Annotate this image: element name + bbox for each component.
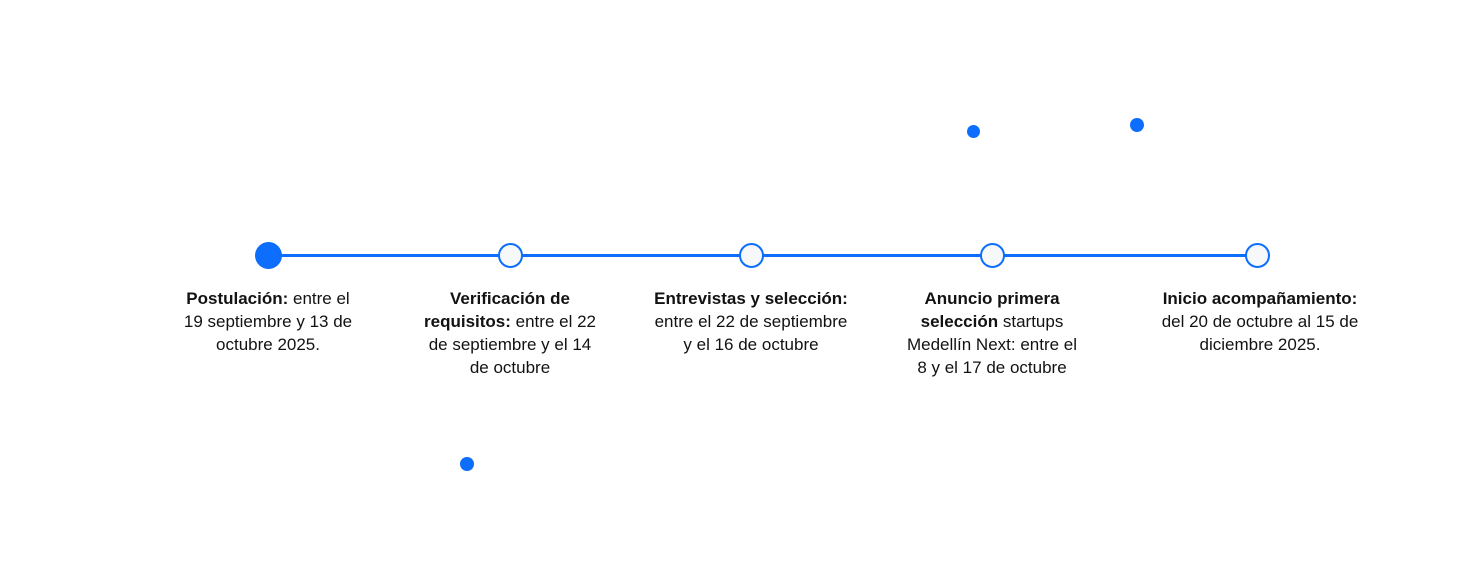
milestone-detail: 8 y el 17 de octubre bbox=[917, 358, 1067, 377]
label-line: 19 septiembre y 13 de bbox=[153, 310, 383, 333]
milestone-detail: octubre 2025. bbox=[216, 335, 320, 354]
milestone-title: Verificación de bbox=[450, 289, 570, 308]
milestone-detail: de septiembre y el 14 bbox=[428, 335, 592, 354]
milestone-detail: Medellín Next: entre el bbox=[906, 335, 1078, 354]
label-line: octubre 2025. bbox=[153, 333, 383, 356]
milestone-title: Entrevistas y selección: bbox=[654, 289, 848, 308]
timeline-node-verificacion-requisitos bbox=[497, 242, 523, 268]
milestone-label-postulacion: Postulación: entre el 19 septiembre y 13… bbox=[153, 287, 383, 356]
label-line: de octubre bbox=[395, 356, 625, 379]
label-line: Inicio acompañamiento: bbox=[1145, 287, 1375, 310]
label-line: del 20 de octubre al 15 de bbox=[1145, 310, 1375, 333]
milestone-title: Anuncio primera bbox=[924, 289, 1060, 308]
label-line: 8 y el 17 de octubre bbox=[877, 356, 1107, 379]
milestone-title: requisitos: bbox=[424, 312, 511, 331]
milestone-detail: del 20 de octubre al 15 de bbox=[1161, 312, 1359, 331]
label-line: Postulación: entre el bbox=[153, 287, 383, 310]
label-line: Medellín Next: entre el bbox=[877, 333, 1107, 356]
milestone-label-entrevistas-seleccion: Entrevistas y selección: entre el 22 de … bbox=[636, 287, 866, 356]
label-line: selección startups bbox=[877, 310, 1107, 333]
milestone-label-inicio-acompanamiento: Inicio acompañamiento: del 20 de octubre… bbox=[1145, 287, 1375, 356]
milestone-detail: 19 septiembre y 13 de bbox=[183, 312, 353, 331]
milestone-label-anuncio-primera-seleccion: Anuncio primera selección startups Medel… bbox=[877, 287, 1107, 379]
label-line: entre el 22 de septiembre bbox=[636, 310, 866, 333]
decorative-dot-top-left bbox=[966, 124, 980, 138]
label-line: Verificación de bbox=[395, 287, 625, 310]
label-line: diciembre 2025. bbox=[1145, 333, 1375, 356]
milestone-title: Postulación: bbox=[186, 289, 289, 308]
milestone-detail: entre el 22 bbox=[510, 312, 596, 331]
milestone-detail: startups bbox=[998, 312, 1064, 331]
milestone-title: Inicio acompañamiento: bbox=[1162, 289, 1358, 308]
timeline-node-anuncio-primera-seleccion bbox=[979, 242, 1005, 268]
timeline-node-inicio-acompanamiento bbox=[1244, 242, 1270, 268]
label-line: Entrevistas y selección: bbox=[636, 287, 866, 310]
milestone-label-verificacion-requisitos: Verificación de requisitos: entre el 22 … bbox=[395, 287, 625, 379]
label-line: y el 16 de octubre bbox=[636, 333, 866, 356]
decorative-dot-bottom bbox=[460, 457, 474, 471]
milestone-detail: entre el bbox=[288, 289, 350, 308]
label-line: de septiembre y el 14 bbox=[395, 333, 625, 356]
milestone-detail: entre el 22 de septiembre bbox=[654, 312, 848, 331]
milestone-title: selección bbox=[920, 312, 999, 331]
milestone-detail: de octubre bbox=[469, 358, 551, 377]
milestone-detail: y el 16 de octubre bbox=[683, 335, 819, 354]
label-line: Anuncio primera bbox=[877, 287, 1107, 310]
label-line: requisitos: entre el 22 bbox=[395, 310, 625, 333]
milestone-detail: diciembre 2025. bbox=[1199, 335, 1321, 354]
timeline-node-postulacion bbox=[254, 241, 282, 269]
timeline-node-entrevistas-seleccion bbox=[738, 242, 764, 268]
decorative-dot-top-right bbox=[1130, 118, 1144, 132]
